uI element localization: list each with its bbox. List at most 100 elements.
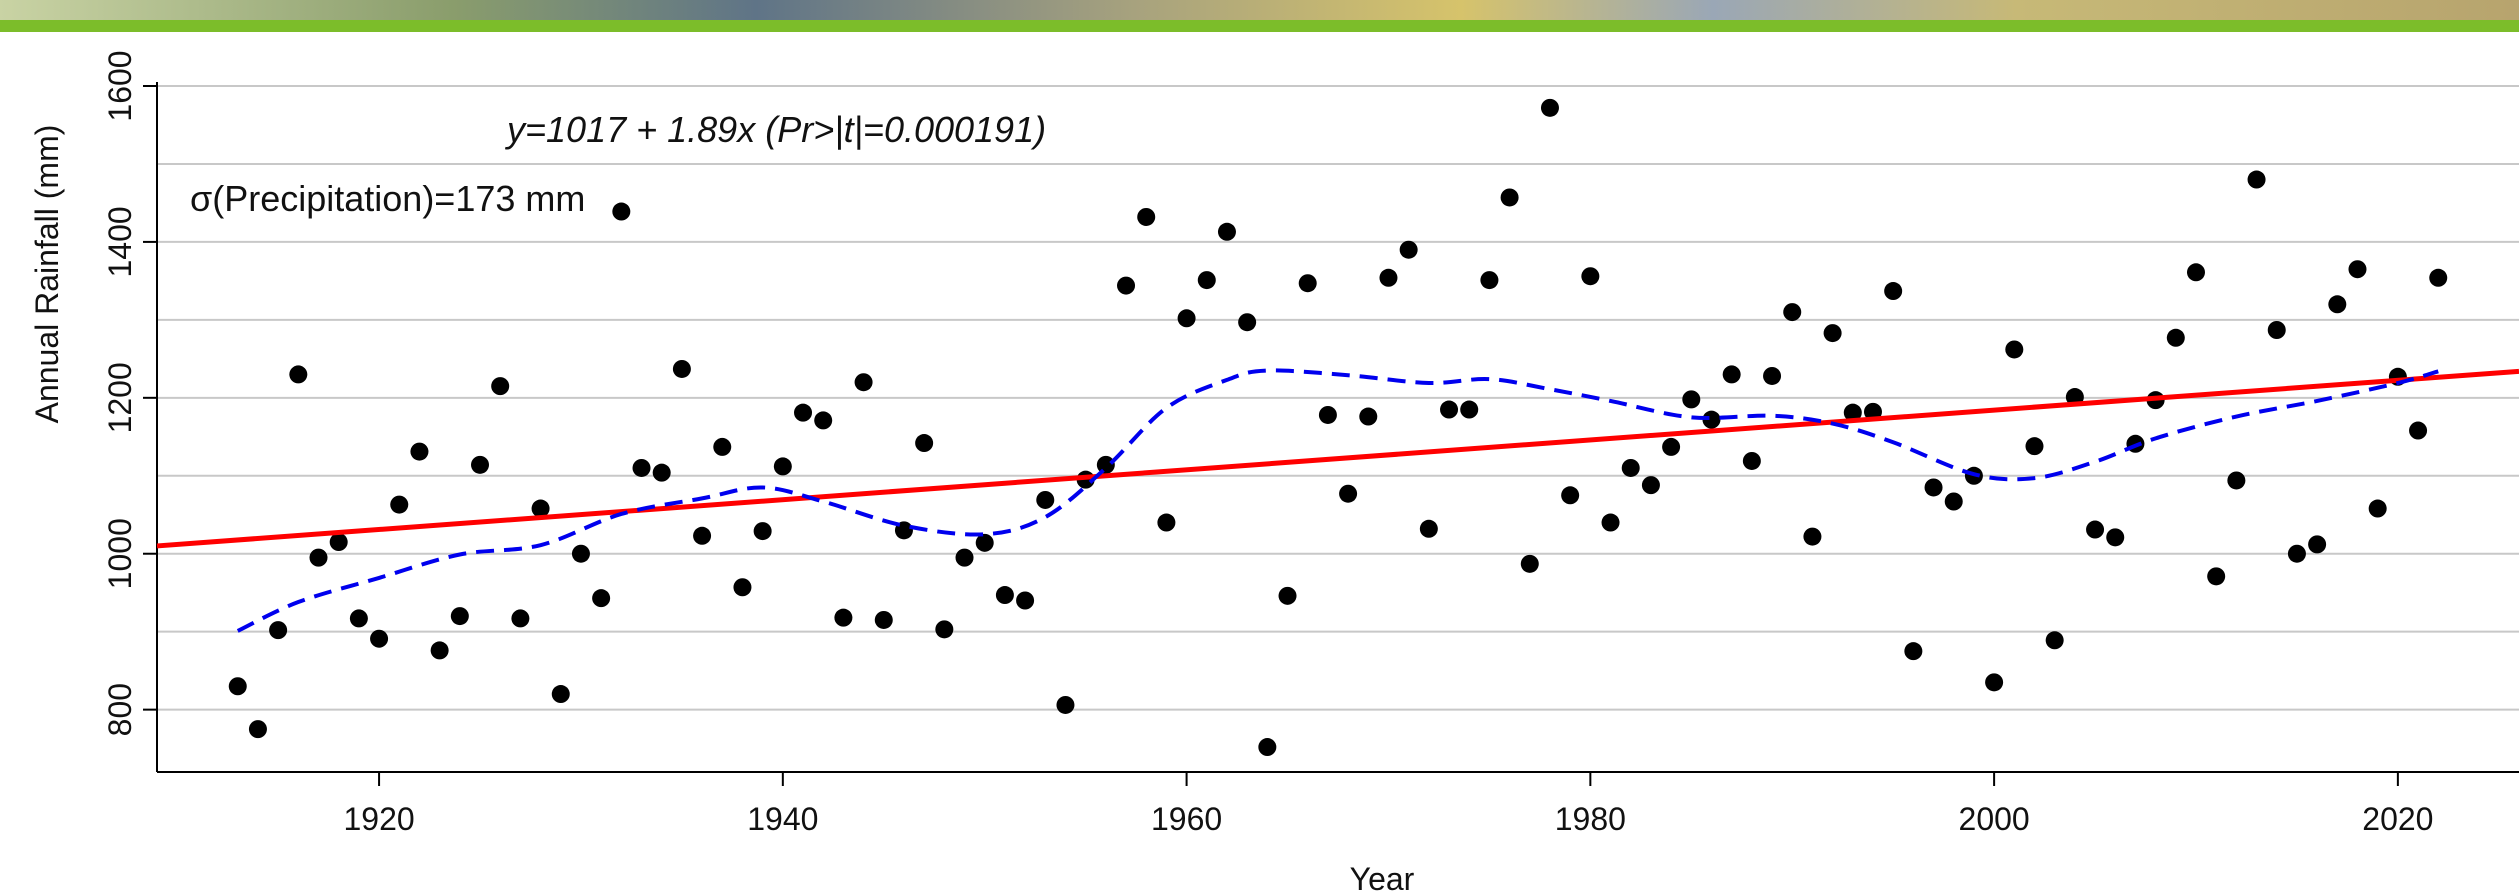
data-point [2045,631,2064,650]
data-point [1662,437,1681,456]
data-point [2025,437,2044,456]
x-tick-label: 2000 [1959,801,2030,837]
x-axis-ticks: 1920 1940 1960 1980 2000 2020 [343,772,2433,837]
data-point [935,620,954,639]
data-point [1177,309,1196,328]
data-point [349,609,368,628]
data-point [1036,490,1055,509]
data-point [652,463,671,482]
data-point [975,533,994,552]
data-point [410,442,429,461]
data-point [2409,421,2428,440]
data-point [2086,520,2105,539]
data-point [2348,260,2367,279]
data-point [1742,451,1761,470]
y-tick-label: 1600 [102,50,138,121]
data-point [1904,642,1923,661]
data-point [773,457,792,476]
data-point [2328,295,2347,314]
data-point [1763,366,1782,385]
y-axis-title: Annual Rainfall (mm) [29,125,65,424]
data-point [733,578,752,597]
data-point [592,589,611,608]
data-point [874,610,893,629]
data-point [1419,519,1438,538]
data-point [1339,484,1358,503]
data-points [228,98,2448,757]
data-point [1843,403,1862,422]
data-point [2368,499,2387,518]
data-point [814,411,833,430]
data-point [1500,188,1519,207]
data-point [2207,567,2226,586]
data-point [1318,405,1337,424]
data-point [1379,268,1398,287]
data-point [1641,476,1660,495]
data-point [1197,271,1216,290]
data-point [2287,544,2306,563]
data-point [1278,586,1297,605]
data-point [854,373,873,392]
data-point [269,621,288,640]
data-point [1298,274,1317,293]
header-green-rule [0,20,2519,32]
data-point [753,522,772,541]
data-point [390,495,409,514]
data-point [2429,268,2448,287]
data-point [612,202,631,221]
data-point [1561,486,1580,505]
data-point [1944,492,1963,511]
data-point [672,359,691,378]
x-tick-label: 1980 [1555,801,1626,837]
data-point [2005,340,2024,359]
data-point [995,586,1014,605]
x-tick-label: 2020 [2362,801,2433,837]
axes [156,82,2519,773]
data-point [2308,535,2327,554]
data-point [1702,410,1721,429]
data-point [1238,313,1257,332]
data-point [1137,207,1156,226]
y-axis-ticks: 800 1000 1200 1400 1600 [102,50,157,736]
data-point [1440,400,1459,419]
data-point [1682,390,1701,409]
sigma-annotation: σ(Precipitation)=173 mm [190,178,585,219]
data-point [1884,282,1903,301]
data-point [2227,471,2246,490]
x-tick-label: 1940 [747,801,818,837]
data-point [1460,400,1479,419]
data-point [571,544,590,563]
data-point [1217,222,1236,241]
data-point [2267,320,2286,339]
data-point [1117,276,1136,295]
data-point [531,499,550,518]
data-point [915,434,934,453]
data-point [1601,513,1620,532]
x-axis-title: Year [1350,861,1415,895]
data-point [370,629,389,648]
data-point [955,548,974,567]
data-point [834,608,853,627]
data-point [1540,98,1559,117]
data-point [2166,328,2185,347]
data-point [1258,738,1277,757]
y-tick-label: 1200 [102,362,138,433]
data-point [713,437,732,456]
data-point [309,548,328,567]
data-point [693,526,712,545]
gridlines [157,85,2519,711]
data-point [1803,527,1822,546]
data-point [2247,170,2266,189]
header-banner-image [0,0,2519,20]
smooth-curve [236,368,2439,633]
data-point [1520,554,1539,573]
data-point [430,641,449,660]
x-tick-label: 1920 [343,801,414,837]
data-point [289,365,308,384]
data-point [1985,673,2004,692]
data-point [1056,695,1075,714]
regression-equation: y=1017 + 1.89x (Pr>|t|=0.000191) [504,109,1046,150]
data-point [491,377,510,396]
data-point [794,403,813,422]
